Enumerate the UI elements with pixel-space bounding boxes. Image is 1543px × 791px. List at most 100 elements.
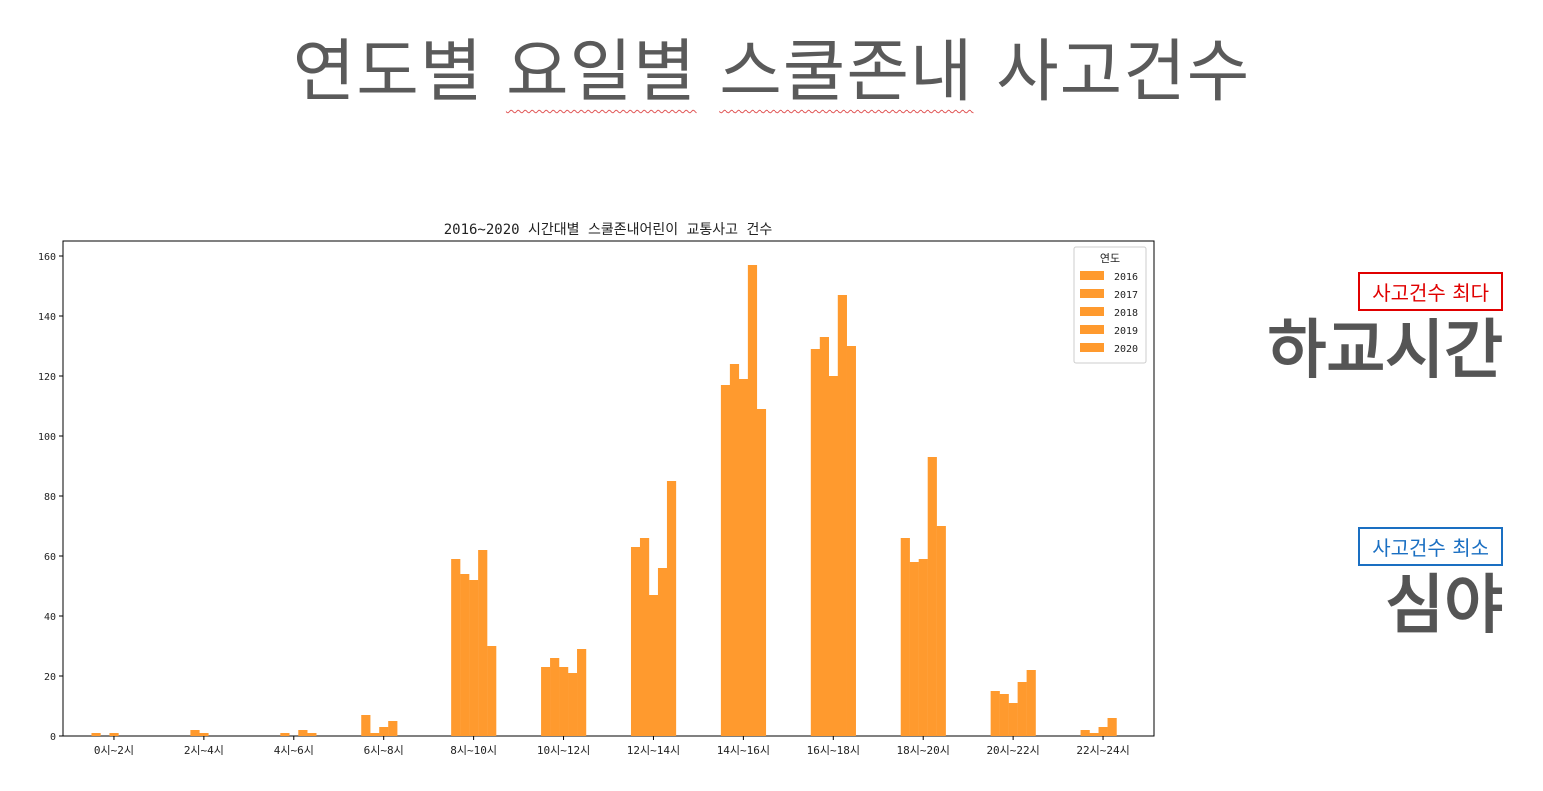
x-tick-label: 16시~18시 [807, 744, 860, 757]
bar-2020-6 [666, 481, 677, 736]
bar-2016-0 [91, 733, 101, 736]
bar-2020-8 [846, 346, 856, 736]
title-part-3: 스쿨존내 [719, 33, 974, 112]
bar-2019-3 [388, 721, 398, 736]
legend-label-2017: 2017 [1114, 290, 1138, 301]
title-part-4: 사고건수 [973, 33, 1251, 112]
max-badge: 사고건수 최다 [1358, 272, 1503, 311]
x-tick-label: 22시~24시 [1076, 744, 1129, 757]
max-value: 하교시간 [1267, 314, 1503, 388]
bar-2018-11 [1098, 727, 1108, 736]
legend-label-2020: 2020 [1114, 344, 1138, 355]
legend-swatch-2017 [1080, 289, 1104, 298]
legend-swatch-2020 [1080, 343, 1104, 352]
x-tick-label: 2시~4시 [184, 744, 224, 757]
bar-2017-3 [370, 733, 380, 736]
bar-2016-9 [900, 538, 910, 736]
bar-2016-5 [541, 667, 551, 736]
bar-2019-10 [1017, 682, 1027, 736]
title-part-2: 요일별 [505, 33, 697, 112]
bar-2019-8 [837, 295, 847, 736]
x-tick-label: 6시~8시 [364, 744, 404, 757]
bar-2016-3 [361, 715, 371, 736]
y-tick-label: 40 [44, 612, 56, 623]
axes-layer: 0 20 40 60 80 100 120 140 160 0시~2시 2시~4시 4시~6시 6시~8… [38, 240, 1155, 757]
bar-2017-8 [819, 337, 829, 736]
bar-2018-4 [469, 580, 479, 736]
y-tick-label: 120 [38, 372, 56, 383]
bar-2017-6 [639, 538, 650, 736]
bar-2017-10 [999, 694, 1009, 736]
min-callout: 사고건수 최소 심야 [1358, 527, 1503, 646]
bar-2016-11 [1080, 730, 1090, 736]
bar-2019-9 [927, 457, 937, 736]
legend-swatch-2016 [1080, 271, 1104, 280]
bar-2018-3 [379, 727, 389, 736]
y-tick-label: 100 [38, 432, 56, 443]
bar-2018-8 [828, 376, 838, 736]
y-tick-label: 140 [38, 312, 56, 323]
bar-2018-5 [559, 667, 569, 736]
x-tick-label: 8시~10시 [450, 744, 497, 757]
legend-title: 연도 [1100, 252, 1120, 265]
x-tick-label: 0시~2시 [94, 744, 134, 757]
bar-2017-7 [729, 364, 740, 736]
x-tick-label: 20시~22시 [986, 744, 1039, 757]
bar-2016-7 [720, 385, 731, 736]
y-tick-label: 80 [44, 492, 56, 503]
max-callout: 사고건수 최다 하교시간 [1267, 272, 1503, 391]
bar-2017-4 [460, 574, 470, 736]
y-tick-label: 60 [44, 552, 56, 563]
bar-2019-11 [1107, 718, 1117, 736]
bar-2017-5 [550, 658, 560, 736]
legend-swatch-2018 [1080, 307, 1104, 316]
slide-title: 연도별 요일별 스쿨존내 사고건수 [0, 18, 1543, 128]
legend-label-2016: 2016 [1114, 272, 1138, 283]
chart-title: 2016~2020 시간대별 스쿨존내어린이 교통사고 건수 [444, 222, 773, 238]
bar-2016-10 [990, 691, 1000, 736]
bar-2020-10 [1026, 670, 1036, 736]
bar-2019-6 [657, 568, 668, 736]
bars-layer [91, 265, 1117, 736]
bar-2018-1 [199, 733, 209, 736]
bar-2016-8 [810, 349, 821, 736]
bar-2018-6 [648, 595, 659, 736]
x-tick-label: 18시~20시 [897, 744, 950, 757]
bar-2018-10 [1008, 703, 1018, 736]
min-badge: 사고건수 최소 [1358, 527, 1503, 566]
bar-2020-4 [487, 646, 497, 736]
y-tick-label: 160 [38, 252, 56, 263]
bar-2020-9 [936, 526, 946, 736]
title-space [697, 33, 720, 112]
legend: 연도 2016 2017 2018 2019 2020 [1073, 246, 1147, 364]
legend-label-2018: 2018 [1114, 308, 1138, 319]
bar-2020-7 [756, 409, 767, 736]
plot-frame [62, 240, 1155, 737]
y-tick-label: 20 [44, 672, 56, 683]
bar-2017-2 [280, 733, 290, 736]
bar-2019-7 [747, 265, 758, 736]
bar-2019-5 [568, 673, 578, 736]
legend-swatch-2019 [1080, 325, 1104, 334]
min-value: 심야 [1385, 569, 1503, 643]
bar-2018-0 [109, 733, 119, 736]
bar-2018-7 [738, 379, 749, 736]
title-part-1: 연도별 [292, 33, 506, 112]
bar-2016-4 [451, 559, 461, 736]
legend-label-2019: 2019 [1114, 326, 1138, 337]
bar-2017-9 [909, 562, 919, 736]
bar-2018-9 [918, 559, 928, 736]
bar-2020-2 [307, 733, 317, 736]
bar-2017-1 [190, 730, 200, 736]
bar-2020-5 [577, 649, 587, 736]
x-tick-label: 4시~6시 [274, 744, 314, 757]
y-tick-label: 0 [50, 732, 56, 743]
x-tick-label: 14시~16시 [717, 744, 770, 757]
bar-2019-2 [298, 730, 308, 736]
x-tick-label: 10시~12시 [537, 744, 590, 757]
bar-2016-6 [630, 547, 641, 736]
bar-2019-4 [478, 550, 488, 736]
bar-2017-11 [1089, 733, 1099, 736]
x-tick-label: 12시~14시 [627, 744, 680, 757]
accident-bar-chart: 2016~2020 시간대별 스쿨존내어린이 교통사고 건수 0 20 40 60 80… [38, 222, 1155, 757]
